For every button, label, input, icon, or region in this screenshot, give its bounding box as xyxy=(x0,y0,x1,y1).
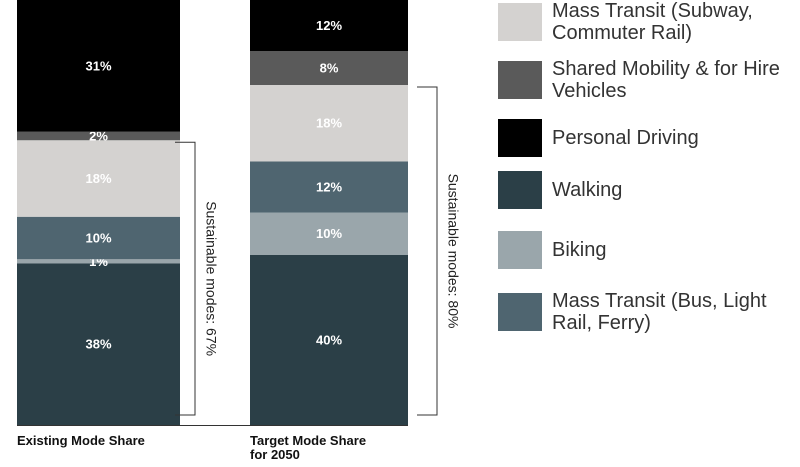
value-label: 12% xyxy=(316,179,342,194)
legend-swatch xyxy=(498,293,542,331)
bar-segment xyxy=(17,259,180,264)
bar-segment xyxy=(250,212,408,255)
value-label: 40% xyxy=(316,332,342,347)
annotation: Sustainable modes: 80% xyxy=(445,174,461,329)
category-label: Existing Mode Share xyxy=(17,433,145,448)
bar-segment xyxy=(250,0,408,51)
bar-segment xyxy=(250,85,408,162)
legend-swatch xyxy=(498,61,542,99)
value-label: 18% xyxy=(316,116,342,131)
bar-segment xyxy=(17,140,180,217)
category-label: Target Mode Share for 2050 xyxy=(250,433,367,462)
bar-segment xyxy=(250,51,408,85)
legend-label: Personal Driving xyxy=(552,127,699,149)
annotation-bracket xyxy=(175,141,196,416)
value-label: 31% xyxy=(85,58,111,73)
bar-segment xyxy=(250,255,408,425)
annotation-bracket xyxy=(417,86,438,416)
value-label: 8% xyxy=(320,60,339,75)
legend-label: Biking xyxy=(552,239,607,261)
bar-segment xyxy=(17,0,180,132)
legend-label: Mass Transit (Subway, Commuter Rail) xyxy=(552,0,753,44)
legend-swatch xyxy=(498,231,542,269)
value-label: 10% xyxy=(85,230,111,245)
annotation: Sustainable modes: 67% xyxy=(203,201,219,356)
value-label: 18% xyxy=(85,171,111,186)
legend-label: Shared Mobility & for Hire Vehicles xyxy=(552,58,780,102)
legend-label: Walking xyxy=(552,179,623,201)
value-label: 2% xyxy=(89,128,108,143)
value-label: 10% xyxy=(316,226,342,241)
value-label: 12% xyxy=(316,18,342,33)
legend-swatch xyxy=(498,119,542,157)
bar-segment xyxy=(250,161,408,213)
bar-segment xyxy=(17,216,180,260)
bar-segment xyxy=(17,263,180,425)
legend-swatch xyxy=(498,171,542,209)
legend-label: Mass Transit (Bus, Light Rail, Ferry) xyxy=(552,290,767,334)
bar-segment xyxy=(17,131,180,141)
legend-swatch xyxy=(498,3,542,41)
value-label: 38% xyxy=(85,337,111,352)
